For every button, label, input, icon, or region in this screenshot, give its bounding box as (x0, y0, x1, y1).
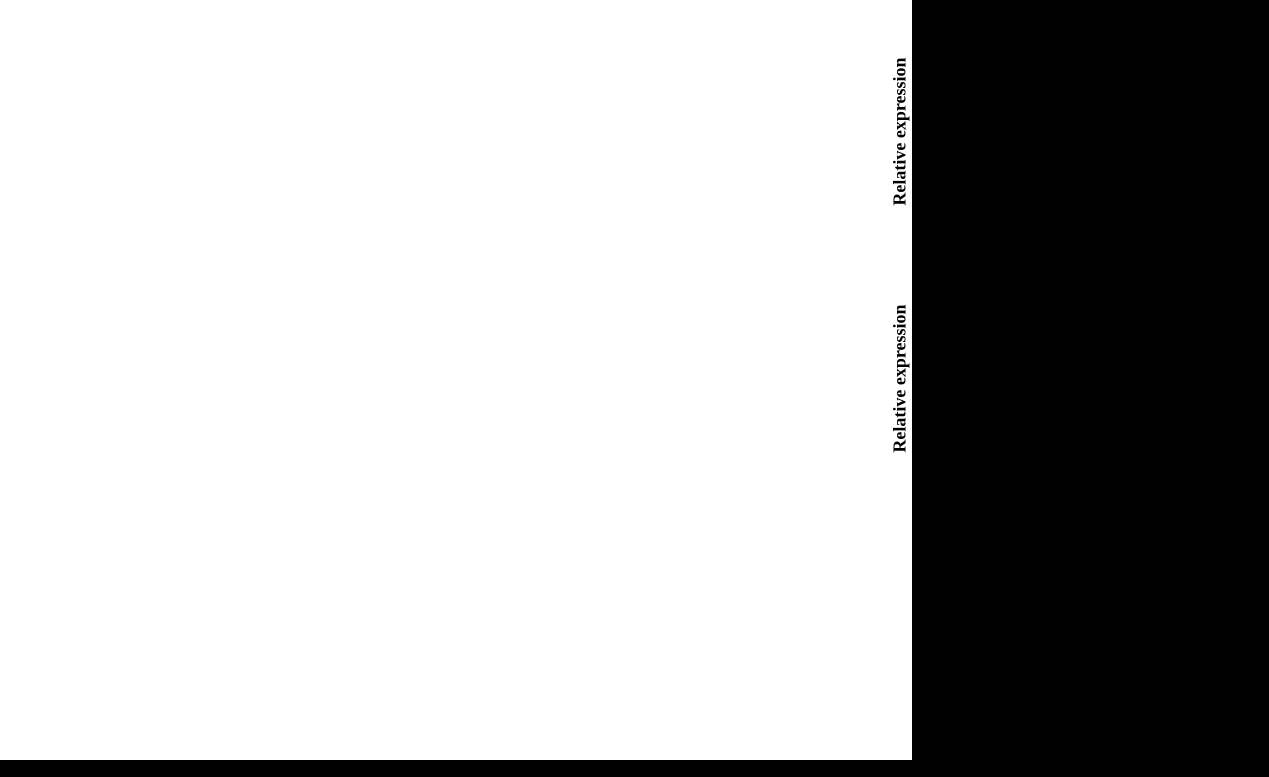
figure-white-area (0, 0, 912, 760)
right-axis-label-middle: Relative expression (889, 304, 910, 453)
